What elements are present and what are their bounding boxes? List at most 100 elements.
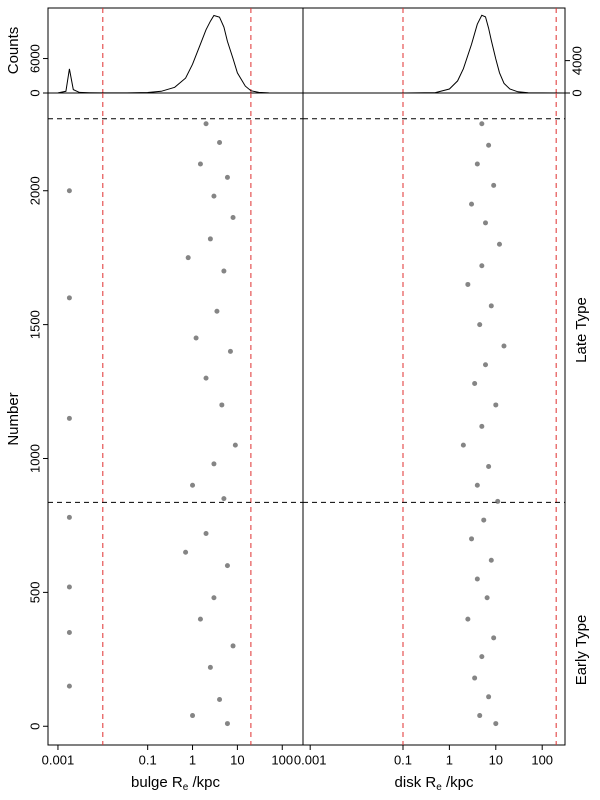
scatter-point	[465, 616, 471, 622]
scatter-point	[501, 343, 507, 349]
x-tick-label: 100	[271, 752, 293, 767]
scatter-point	[66, 188, 72, 194]
scatter-point	[477, 713, 483, 719]
scatter-point	[486, 142, 492, 148]
plot-frame	[302, 7, 566, 94]
scatter-point	[232, 442, 238, 448]
scatter-point	[217, 696, 223, 702]
x-tick-label: 1	[189, 752, 196, 767]
plot-frame	[302, 92, 566, 746]
annotation: Late Type	[573, 297, 590, 363]
y-tick-label: 1000	[27, 444, 42, 473]
scatter-point	[491, 635, 497, 641]
scatter-point	[219, 402, 225, 408]
scatter-point	[479, 121, 485, 127]
scatter-point	[66, 683, 72, 689]
scatter-point	[224, 174, 230, 180]
scatter-point	[183, 549, 189, 555]
scatter-point	[66, 295, 72, 301]
scatter-point	[479, 263, 485, 269]
scatter-point	[465, 281, 471, 287]
y-tick-label: 0	[27, 89, 42, 96]
x-tick-label: 0.1	[139, 752, 157, 767]
histogram-line	[303, 14, 566, 94]
y-tick-label: 0	[569, 89, 584, 96]
scatter-point	[496, 241, 502, 247]
scatter-point	[495, 498, 501, 504]
scatter-point	[193, 335, 199, 341]
scatter-point	[479, 423, 485, 429]
scatter-point	[486, 694, 492, 700]
scatter-point	[227, 348, 233, 354]
x-axis-label-text: disk R	[395, 774, 437, 791]
x-tick-label: 0.001	[294, 752, 327, 767]
scatter-point	[483, 220, 489, 226]
scatter-point	[203, 121, 209, 127]
scatter-point	[483, 362, 489, 368]
scatter-point	[472, 675, 478, 681]
scatter-point	[230, 215, 236, 221]
scatter-point	[197, 616, 203, 622]
scatter-point	[474, 576, 480, 582]
scatter-point	[488, 557, 494, 563]
x-tick-label: 0.001	[42, 752, 75, 767]
scatter-point	[214, 308, 220, 314]
scatter-point	[207, 236, 213, 242]
scatter-point	[66, 415, 72, 421]
x-axis-label: bulge Re /kpc	[131, 774, 220, 793]
scatter-point	[211, 193, 217, 199]
x-axis-label-sub: e	[183, 782, 189, 793]
scatter-point	[203, 530, 209, 536]
scatter-point	[472, 381, 478, 387]
y-tick-label: 6000	[27, 44, 42, 73]
annotation: Early Type	[573, 615, 590, 686]
scatter-point	[66, 584, 72, 590]
plot-frame	[47, 7, 304, 94]
scatter-point	[224, 563, 230, 569]
scatter-point	[479, 654, 485, 660]
x-tick-label: 1	[446, 752, 453, 767]
y-tick-label: 0	[27, 723, 42, 730]
x-axis-label-suffix: /kpc	[442, 774, 474, 791]
scatter-point	[211, 461, 217, 467]
scatter-point	[190, 713, 196, 719]
scatter-point	[221, 496, 227, 502]
scatter-point	[221, 268, 227, 274]
scatter-point	[488, 303, 494, 309]
y-tick-label: 1500	[27, 310, 42, 339]
plot-frame	[47, 92, 304, 746]
x-axis-label-text: bulge R	[131, 774, 183, 791]
scatter-point	[486, 464, 492, 470]
x-tick-label: 10	[489, 752, 503, 767]
scatter-point	[185, 255, 191, 261]
y-axis-label: Counts	[5, 27, 22, 75]
scatter-point	[474, 161, 480, 167]
y-tick-label: 4000	[569, 46, 584, 75]
scatter-point	[66, 514, 72, 520]
scatter-point	[66, 630, 72, 636]
y-tick-label: 500	[27, 582, 42, 604]
scatter-point	[217, 140, 223, 146]
scatter-point	[190, 482, 196, 488]
scatter-point	[469, 536, 475, 542]
x-axis-label: disk Re /kpc	[395, 774, 474, 793]
y-tick-label: 2000	[27, 176, 42, 205]
scatter-point	[207, 664, 213, 670]
y-axis-label: Number	[5, 392, 22, 445]
scatter-point	[491, 182, 497, 188]
scatter-point	[493, 402, 499, 408]
scatter-point	[469, 201, 475, 207]
scatter-point	[484, 595, 490, 601]
scatter-point	[477, 322, 483, 328]
scatter-point	[230, 643, 236, 649]
x-axis-label-suffix: /kpc	[188, 774, 220, 791]
scatter-point	[197, 161, 203, 167]
scatter-point	[474, 482, 480, 488]
x-tick-label: 0.1	[394, 752, 412, 767]
scatter-point	[203, 375, 209, 381]
scatter-point	[481, 517, 487, 523]
scatter-point	[493, 721, 499, 727]
scatter-point	[211, 595, 217, 601]
x-tick-label: 100	[531, 752, 553, 767]
